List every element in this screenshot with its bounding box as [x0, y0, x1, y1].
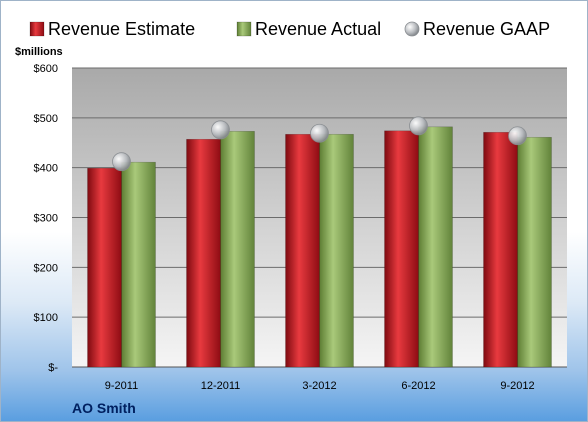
- y-tick-label: $100: [34, 312, 58, 324]
- x-tick-label: 6-2012: [401, 380, 435, 392]
- y-tick-label: $200: [34, 262, 58, 274]
- legend-swatch-revenue-gaap: [404, 21, 420, 37]
- legend-label-revenue-actual: Revenue Actual: [255, 19, 381, 39]
- marker-revenue-gaap-9-2012: [508, 126, 527, 146]
- bar-revenue-actual-6-2012: [418, 126, 453, 368]
- bar-revenue-actual-9-2011: [121, 161, 156, 368]
- bar-revenue-estimate-3-2012: [285, 133, 320, 368]
- y-tick-label: $-: [48, 362, 58, 374]
- x-tick-label: 12-2011: [201, 380, 241, 392]
- marker-revenue-gaap-3-2012: [310, 123, 329, 143]
- company-label: AO Smith: [72, 400, 136, 416]
- bar-revenue-estimate-6-2012: [384, 130, 419, 368]
- bar-revenue-actual-12-2011: [220, 130, 255, 368]
- y-tick-label: $400: [34, 163, 58, 175]
- x-tick-label: 9-2012: [500, 380, 534, 392]
- marker-revenue-gaap-12-2011: [211, 120, 230, 140]
- legend-swatch-revenue-actual: [236, 21, 252, 37]
- gaap-markers: [112, 116, 527, 172]
- y-tick-label: $300: [34, 213, 58, 225]
- legend-label-revenue-gaap: Revenue GAAP: [423, 19, 550, 39]
- bar-revenue-estimate-12-2011: [186, 138, 221, 368]
- x-tick-label: 3-2012: [302, 380, 336, 392]
- y-tick-label: $500: [34, 113, 58, 125]
- legend-swatch-revenue-estimate: [29, 21, 45, 37]
- y-axis-ticks: $- $100 $200 $300 $400 $500 $600: [34, 63, 59, 374]
- legend-label-revenue-estimate: Revenue Estimate: [48, 19, 195, 39]
- y-tick-label: $600: [34, 63, 58, 75]
- x-tick-label: 9-2011: [105, 380, 138, 392]
- bars: [87, 126, 552, 368]
- x-axis-ticks: 9-2011 12-2011 3-2012 6-2012 9-2012: [105, 380, 535, 392]
- marker-revenue-gaap-9-2011: [112, 152, 131, 172]
- bar-revenue-estimate-9-2011: [87, 167, 122, 368]
- bar-revenue-actual-3-2012: [319, 133, 354, 368]
- legend: Revenue Estimate Revenue Actual Revenue GA…: [29, 19, 550, 39]
- bar-revenue-estimate-9-2012: [483, 131, 518, 368]
- marker-revenue-gaap-6-2012: [409, 116, 428, 136]
- y-axis-label: $millions: [15, 46, 63, 58]
- bar-revenue-actual-9-2012: [517, 136, 552, 368]
